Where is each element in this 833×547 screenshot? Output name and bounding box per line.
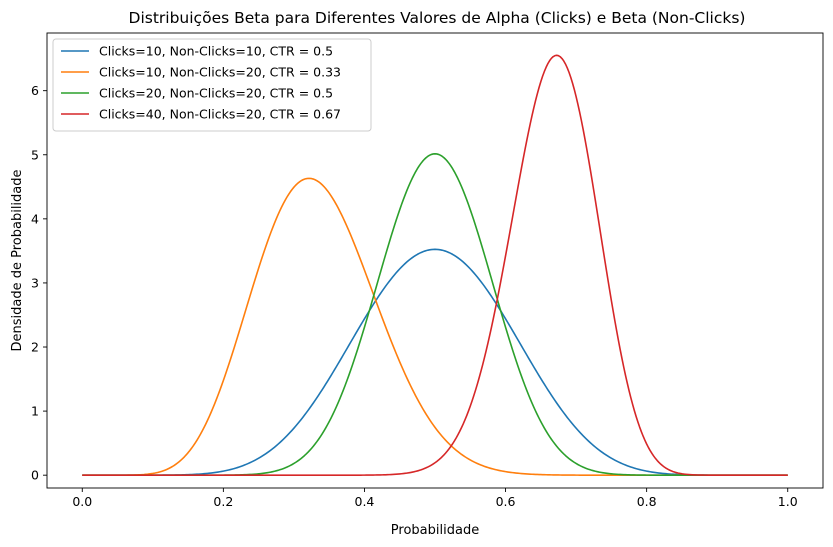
y-tick-label: 4	[31, 211, 39, 226]
series-lines	[82, 54, 788, 476]
legend-label: Clicks=20, Non-Clicks=20, CTR = 0.5	[99, 86, 333, 101]
series-line-1	[82, 248, 788, 476]
x-tick-label: 0.4	[355, 494, 375, 509]
legend: Clicks=10, Non-Clicks=10, CTR = 0.5 Click…	[52, 38, 372, 132]
x-axis-label: Probabilidade	[391, 523, 479, 538]
series-line-4	[82, 54, 788, 476]
legend-label: Clicks=10, Non-Clicks=10, CTR = 0.5	[99, 44, 333, 59]
x-tick-label: 0.8	[637, 494, 657, 509]
x-tick-label: 0.0	[72, 494, 92, 509]
y-tick-label: 1	[31, 404, 39, 419]
y-tick-label: 2	[31, 340, 39, 355]
x-tick-label: 1.0	[778, 494, 798, 509]
legend-label: Clicks=40, Non-Clicks=20, CTR = 0.67	[99, 107, 341, 122]
y-tick-label: 0	[31, 468, 39, 483]
x-tick-label: 0.2	[213, 494, 233, 509]
plot-frame	[46, 32, 824, 489]
x-tick-label: 0.6	[496, 494, 516, 509]
legend-box	[52, 38, 372, 132]
y-tick-label: 5	[31, 147, 39, 162]
y-axis-label: Densidade de Probabilidade	[10, 169, 25, 351]
y-tick-label: 3	[31, 275, 39, 290]
chart-title: Distribuições Beta para Diferentes Valor…	[129, 9, 746, 27]
y-tick-label: 6	[31, 83, 39, 98]
legend-label: Clicks=10, Non-Clicks=20, CTR = 0.33	[99, 65, 341, 80]
axes: 0.0 0.2 0.4 0.6 0.8 1.0 0 1 2 3 4 5 6	[31, 32, 824, 509]
